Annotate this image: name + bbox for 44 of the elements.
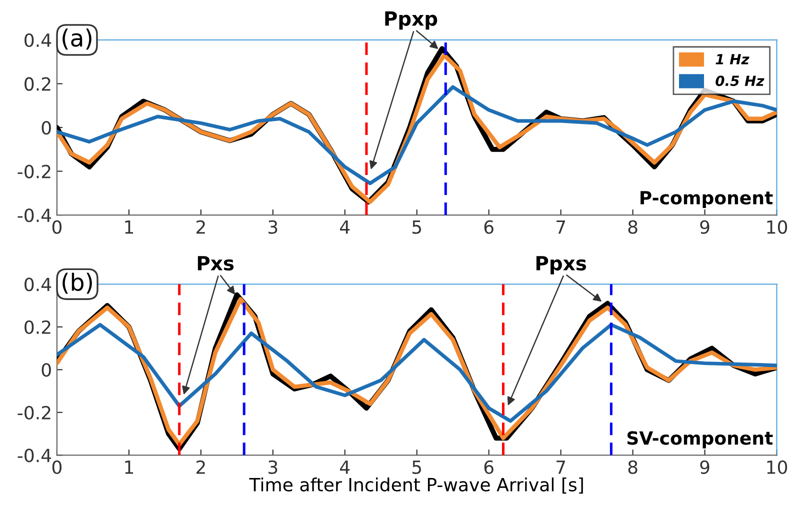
- y-tick-label: -0.4: [18, 208, 52, 222]
- x-tick-label: 1: [125, 460, 134, 474]
- x-tick-label: 5: [412, 460, 422, 474]
- x-tick-label: 1: [125, 220, 134, 234]
- y-tick-label: 0: [42, 120, 51, 135]
- x-tick-label: 10: [767, 460, 788, 474]
- x-tick-label: 3: [268, 220, 278, 234]
- y-tick-label: 0.4: [24, 33, 52, 48]
- annotation: SV-component: [627, 431, 773, 448]
- x-tick-label: 6: [484, 220, 494, 234]
- x-tick-label: 0: [52, 460, 62, 474]
- x-tick-label: 7: [556, 460, 566, 474]
- annotation: Pxs: [198, 256, 234, 271]
- annotation: Ppxp: [385, 11, 438, 30]
- y-tick-label: 0: [42, 363, 51, 377]
- x-tick-label: 10: [767, 220, 788, 234]
- x-tick-label: 8: [628, 220, 638, 234]
- x-tick-label: 2: [196, 460, 205, 474]
- y-tick-label: 0.4: [24, 278, 52, 292]
- x-tick-label: 4: [340, 220, 350, 234]
- y-tick-label: -0.4: [18, 448, 52, 462]
- y-tick-label: -0.2: [18, 406, 50, 420]
- x-axis-title: Time after Incident P-wave Arrival [s]: [249, 478, 583, 494]
- line-series: [56, 322, 777, 423]
- legend-label: 0.5 Hz: [716, 76, 764, 86]
- x-tick-label: 3: [268, 460, 278, 474]
- y-tick-label: -0.2: [18, 164, 50, 178]
- x-tick-label: 6: [484, 460, 494, 474]
- x-tick-label: 8: [628, 460, 638, 474]
- y-tick-label: 0.2: [24, 320, 50, 334]
- legend-label: 1 Hz: [716, 54, 750, 64]
- line-series: [56, 85, 777, 186]
- x-tick-label: 5: [412, 220, 422, 234]
- annotation: P-component: [640, 191, 773, 208]
- y-tick-label: 0.2: [24, 77, 50, 91]
- x-tick-label: 9: [700, 460, 710, 474]
- x-tick-label: 4: [340, 460, 350, 474]
- annotation: (b): [62, 272, 92, 294]
- x-tick-label: 7: [556, 220, 566, 234]
- annotation: Ppxs: [536, 256, 586, 274]
- x-tick-label: 9: [700, 220, 710, 234]
- x-tick-label: 2: [196, 220, 205, 234]
- annotation: (a): [62, 28, 92, 50]
- x-tick-label: 0: [52, 220, 62, 234]
